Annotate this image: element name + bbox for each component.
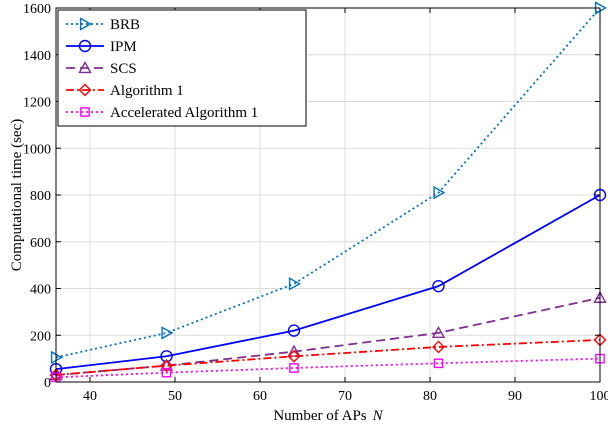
data-point (50, 350, 63, 365)
data-point (160, 359, 173, 373)
legend-label: IPM (110, 39, 137, 55)
series-line (55, 296, 601, 376)
legend-item: Accelerated Algorithm 1 (66, 105, 258, 121)
legend-swatch-marker (80, 107, 90, 117)
data-point (161, 367, 172, 378)
series-line (55, 7, 601, 359)
data-point (287, 324, 301, 337)
y-tick-label: 1000 (23, 142, 51, 157)
legend-item: Algorithm 1 (66, 83, 184, 99)
series-line (55, 339, 601, 376)
x-tick-label: 80 (423, 389, 437, 404)
x-axis-title: Number of APs N (273, 408, 383, 424)
y-tick-label: 400 (30, 283, 51, 298)
series-scs (49, 290, 607, 381)
data-point (287, 344, 301, 357)
legend-item: SCS (66, 61, 137, 77)
data-point (161, 326, 174, 340)
data-point (287, 349, 301, 363)
legend-item: IPM (66, 39, 137, 55)
legend-label: Algorithm 1 (110, 83, 184, 99)
y-tick-label: 1200 (23, 96, 51, 111)
grid (56, 7, 601, 383)
series-brb (50, 1, 607, 365)
legend-label: SCS (110, 61, 137, 77)
series-algorithm-1 (49, 333, 607, 382)
legend-item: BRB (66, 17, 140, 33)
y-tick-label: 1400 (23, 49, 51, 64)
series-accelerated-algorithm-1 (51, 353, 605, 383)
x-tick-label: 90 (508, 389, 522, 404)
data-point (160, 350, 173, 363)
y-tick-label: 0 (44, 376, 51, 391)
ticks: 40 50 60 70 80 90 1000200400600800100012001400… (23, 2, 608, 404)
legend-label: Accelerated Algorithm 1 (110, 105, 258, 121)
data-point (433, 358, 444, 369)
series-layer (49, 1, 607, 383)
data-point (432, 279, 445, 293)
x-tick-label: 100 (590, 389, 608, 404)
legend-swatch-marker (79, 17, 92, 31)
y-tick-label: 200 (30, 329, 51, 344)
y-tick-label: 1600 (23, 2, 51, 17)
y-axis-title: Computational time (sec) (9, 119, 25, 271)
series-line (55, 357, 601, 379)
legend-swatch-marker (78, 83, 92, 97)
data-point (289, 363, 299, 373)
legend-label: BRB (110, 17, 140, 33)
legend: BRB IPM SCS Algorithm 1 Accelerated Algorith… (57, 9, 307, 127)
y-tick-label: 800 (30, 189, 51, 204)
legend-swatch-marker (78, 39, 92, 53)
x-tick-label: 60 (253, 389, 267, 404)
data-point (433, 185, 446, 200)
x-tick-label: 50 (168, 389, 182, 404)
x-axis-title-variable: N (372, 408, 384, 424)
x-axis-title-text: Number of APs (273, 408, 366, 424)
data-point (432, 340, 445, 354)
series-line (55, 194, 601, 371)
y-tick-label: 600 (30, 236, 51, 251)
x-tick-label: 70 (338, 389, 352, 404)
data-point (431, 325, 446, 339)
legend-swatch-marker (78, 61, 92, 74)
data-point (288, 277, 301, 291)
x-tick-label: 40 (83, 389, 97, 404)
